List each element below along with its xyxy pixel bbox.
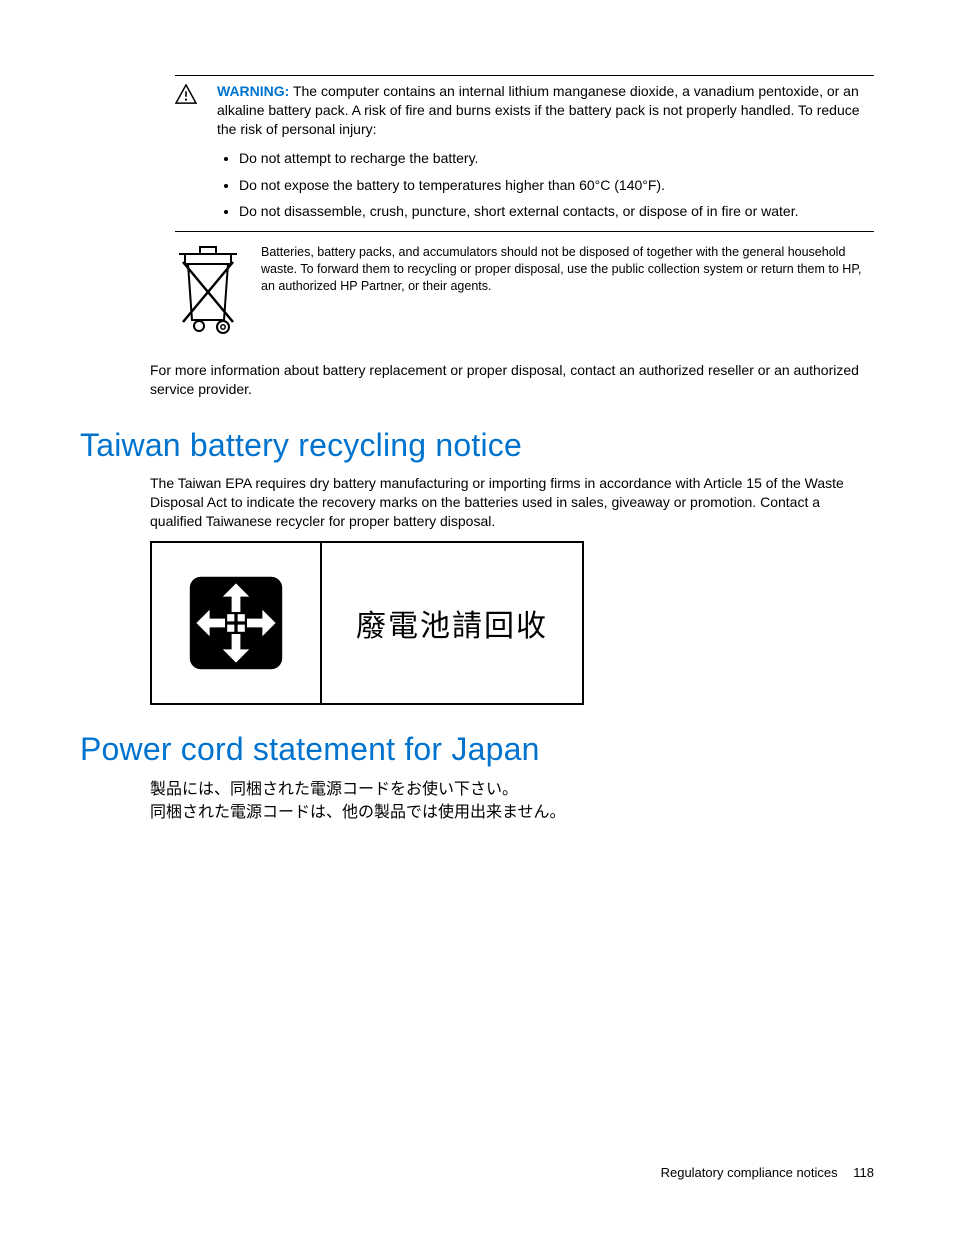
- disposal-text: Batteries, battery packs, and accumulato…: [261, 242, 874, 295]
- taiwan-recycling-symbol-icon: [152, 543, 322, 703]
- page-footer: Regulatory compliance notices 118: [661, 1165, 874, 1180]
- warning-triangle-icon: [175, 82, 199, 223]
- footer-page-number: 118: [853, 1165, 874, 1180]
- warning-box: WARNING: The computer contains an intern…: [175, 75, 874, 232]
- footer-section-name: Regulatory compliance notices: [661, 1165, 838, 1180]
- warning-label: WARNING:: [217, 83, 289, 99]
- warning-content: WARNING: The computer contains an intern…: [217, 82, 874, 223]
- taiwan-section-body: The Taiwan EPA requires dry battery manu…: [150, 474, 874, 531]
- japan-section-heading: Power cord statement for Japan: [80, 731, 874, 768]
- taiwan-recycling-text: 廢電池請回收: [322, 543, 582, 703]
- taiwan-recycling-mark-box: 廢電池請回收: [150, 541, 584, 705]
- warning-bullet: Do not attempt to recharge the battery.: [239, 149, 874, 168]
- japan-line-1: 製品には、同梱された電源コードをお使い下さい。: [150, 778, 874, 801]
- japan-line-2: 同梱された電源コードは、他の製品では使用出来ません。: [150, 801, 874, 824]
- crossed-out-wheelie-bin-icon: [175, 242, 241, 339]
- warning-bullet-list: Do not attempt to recharge the battery. …: [239, 149, 874, 222]
- warning-bullet: Do not expose the battery to temperature…: [239, 176, 874, 195]
- document-page: WARNING: The computer contains an intern…: [0, 0, 954, 864]
- disposal-row: Batteries, battery packs, and accumulato…: [175, 242, 874, 339]
- taiwan-section-heading: Taiwan battery recycling notice: [80, 427, 874, 464]
- more-info-paragraph: For more information about battery repla…: [150, 361, 874, 399]
- warning-text: The computer contains an internal lithiu…: [217, 83, 860, 137]
- warning-bullet: Do not disassemble, crush, puncture, sho…: [239, 202, 874, 221]
- japan-power-cord-text: 製品には、同梱された電源コードをお使い下さい。 同梱された電源コードは、他の製品…: [150, 778, 874, 824]
